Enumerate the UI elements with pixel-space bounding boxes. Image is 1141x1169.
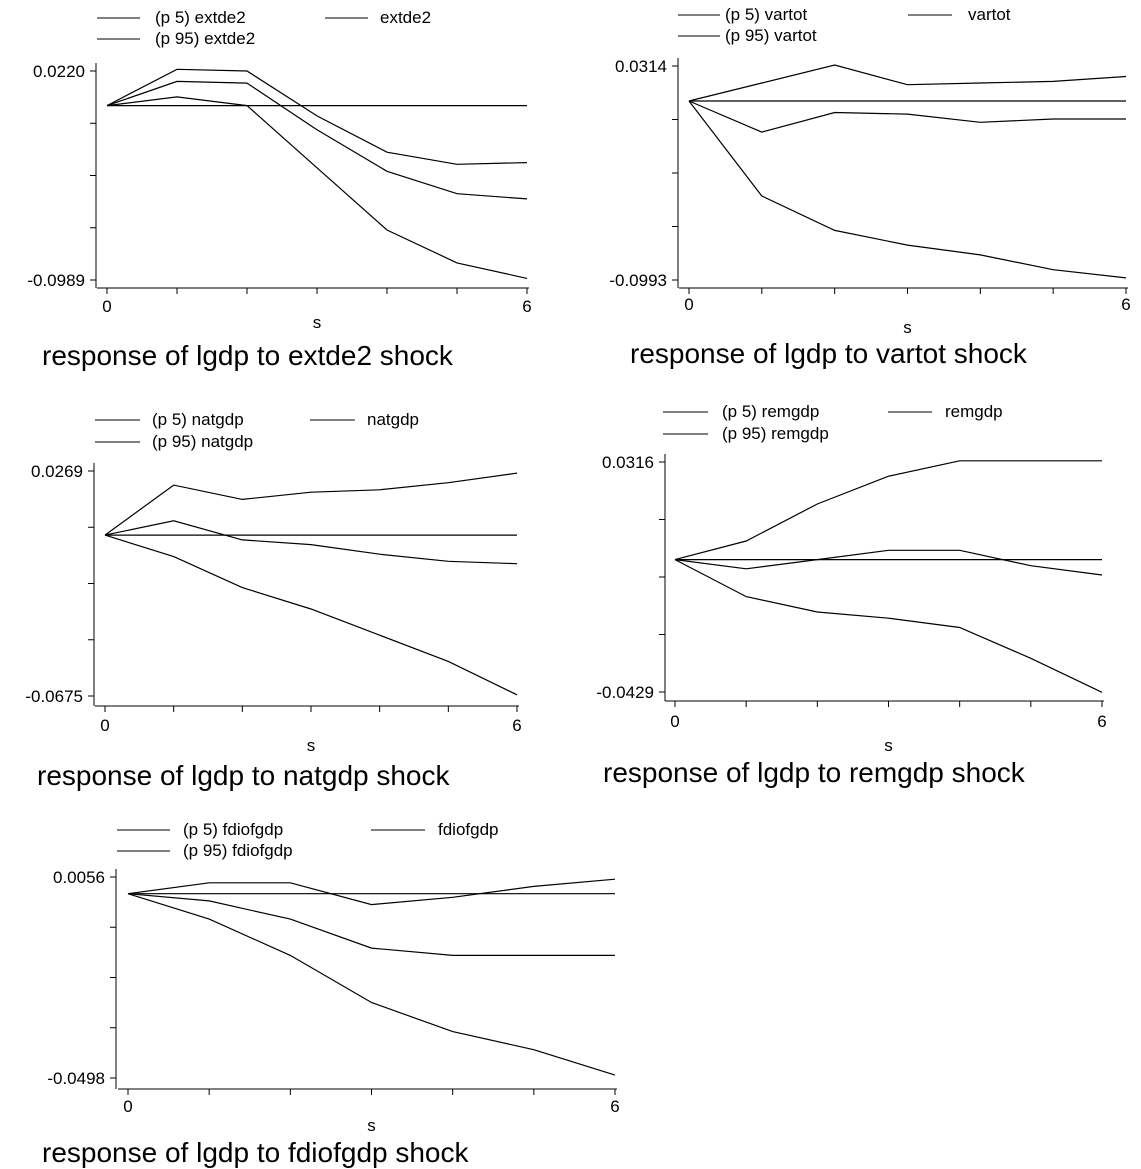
irf-panel-3: (p 5) natgdp natgdp (p 95) natgdp 0.0269 -0.…	[25, 410, 521, 791]
series-line-4	[688, 100, 1126, 133]
y-tick-label: 0.0056	[53, 868, 105, 887]
series-line-4	[674, 549, 1103, 576]
legend-label: vartot	[968, 5, 1011, 24]
y-tick-label: -0.0675	[25, 687, 83, 706]
x-tick-label: 6	[522, 297, 531, 316]
series-line-1	[674, 460, 1102, 561]
series-line-3	[674, 559, 1103, 693]
x-tick-label: 6	[512, 716, 521, 735]
x-axis-label: s	[367, 1116, 376, 1135]
series-line-3	[688, 100, 1127, 279]
legend-label: (p 5) remgdp	[722, 402, 819, 421]
x-tick-label: 6	[1121, 295, 1130, 314]
series-line-3	[106, 96, 528, 279]
chart-title: response of lgdp to fdiofgdp shock	[42, 1137, 470, 1168]
legend-label: (p 95) fdiofgdp	[183, 841, 293, 860]
legend-label: (p 95) vartot	[725, 26, 817, 45]
legend-label: (p 95) extde2	[155, 29, 255, 48]
x-tick-label: 0	[670, 712, 679, 731]
series-line-1	[106, 80, 528, 200]
legend-label: (p 95) natgdp	[152, 432, 253, 451]
chart-title: response of lgdp to vartot shock	[630, 338, 1028, 369]
chart-title: response of lgdp to natgdp shock	[37, 760, 451, 791]
x-tick-label: 0	[684, 295, 693, 314]
legend-label: (p 5) natgdp	[152, 410, 244, 429]
series-line-4	[106, 68, 528, 165]
legend-label: (p 5) extde2	[155, 8, 246, 27]
x-axis-label: s	[903, 318, 912, 337]
legend-label: natgdp	[367, 410, 419, 429]
y-tick-label: 0.0314	[615, 57, 667, 76]
series-line-1	[688, 64, 1127, 102]
chart-title: response of lgdp to remgdp shock	[603, 757, 1026, 788]
legend-label: extde2	[380, 8, 431, 27]
series-line-1	[127, 878, 616, 906]
irf-panel-1: (p 5) extde2 extde2 (p 95) extde2 0.0220 -0.…	[27, 8, 531, 371]
x-tick-label: 6	[1097, 712, 1106, 731]
legend-label: remgdp	[945, 402, 1003, 421]
x-tick-label: 0	[102, 297, 111, 316]
legend-label: (p 5) fdiofgdp	[183, 820, 283, 839]
legend-label: (p 5) vartot	[725, 5, 807, 24]
y-tick-label: -0.0989	[27, 271, 85, 290]
x-tick-label: 0	[100, 716, 109, 735]
y-tick-label: -0.0429	[596, 683, 654, 702]
series-line-3	[104, 534, 518, 696]
series-line-1	[104, 472, 518, 536]
x-axis-label: s	[307, 736, 316, 755]
y-tick-label: -0.0498	[47, 1069, 105, 1088]
chart-title: response of lgdp to extde2 shock	[42, 340, 454, 371]
x-tick-label: 6	[610, 1097, 619, 1116]
legend-label: fdiofgdp	[438, 820, 499, 839]
irf-panel-2: (p 5) vartot vartot (p 95) vartot 0.0314 -0.…	[609, 5, 1130, 369]
y-tick-label: 0.0220	[33, 62, 85, 81]
y-tick-label: -0.0993	[609, 271, 667, 290]
series-line-4	[127, 893, 615, 957]
legend-label: (p 95) remgdp	[722, 424, 829, 443]
y-tick-label: 0.0269	[31, 462, 83, 481]
x-axis-label: s	[884, 736, 893, 755]
series-line-3	[127, 893, 616, 1076]
irf-panel-4: (p 5) remgdp remgdp (p 95) remgdp 0.0316 -0.…	[596, 402, 1106, 788]
x-axis-label: s	[313, 313, 322, 332]
y-tick-label: 0.0316	[602, 453, 654, 472]
series-line-4	[104, 520, 518, 565]
irf-panel-5: (p 5) fdiofgdp fdiofgdp (p 95) fdiofgdp 0.0…	[42, 820, 620, 1168]
x-tick-label: 0	[123, 1097, 132, 1116]
